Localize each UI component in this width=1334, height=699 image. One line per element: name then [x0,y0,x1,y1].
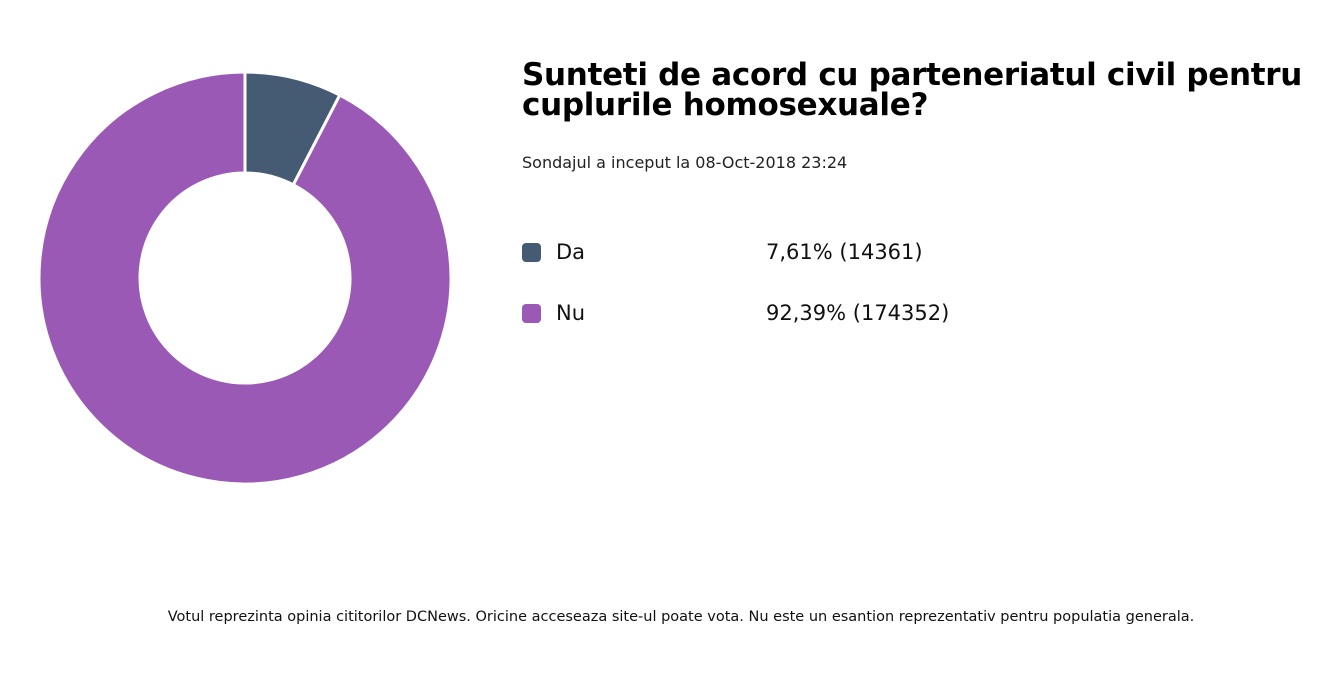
donut-slice-nu [37,70,453,486]
legend-percent: 92,39% [766,301,847,325]
poll-title: Sunteti de acord cu parteneriatul civil … [522,57,1303,123]
legend-swatch-da [522,243,541,262]
disclaimer: Votul reprezinta opinia cititorilor DCNe… [167,609,1195,625]
legend-label: Nu [556,301,586,325]
legend-count: (14361) [839,240,923,264]
legend-swatch-nu [522,304,541,323]
poll-start-date: Sondajul a inceput la 08-Oct-2018 23:24 [522,153,848,172]
legend-value: 92,39% (174352) [766,301,949,325]
legend-item-da: Da 7,61% (14361) [522,240,1022,301]
legend: Da 7,61% (14361) Nu 92,39% (174352) [522,240,1022,362]
donut-chart [37,70,453,486]
legend-item-nu: Nu 92,39% (174352) [522,301,1022,362]
legend-count: (174352) [852,301,950,325]
legend-percent: 7,61% [766,240,833,264]
legend-label: Da [556,240,586,264]
legend-value: 7,61% (14361) [766,240,923,264]
